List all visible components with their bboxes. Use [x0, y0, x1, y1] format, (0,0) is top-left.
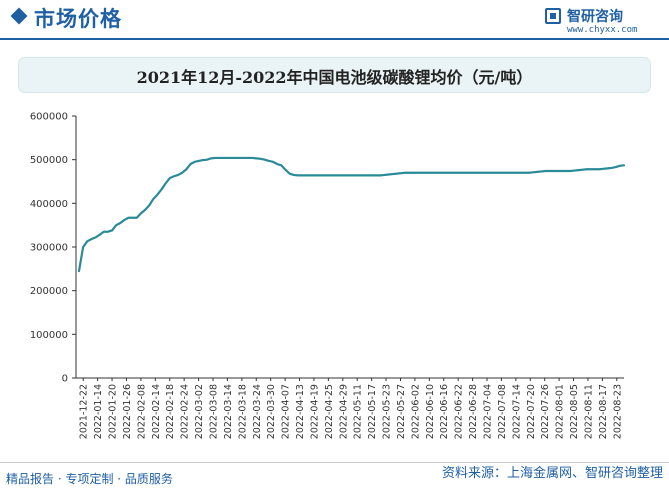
y-tick-label: 500000 [30, 155, 68, 166]
footer-divider [0, 462, 669, 463]
x-tick-label: 2022-05-17 [367, 384, 378, 439]
series-line [77, 156, 626, 273]
x-tick-label: 2022-06-10 [425, 384, 436, 439]
x-tick-label: 2022-05-27 [396, 384, 407, 439]
x-tick-label: 2022-06-16 [439, 384, 450, 439]
x-tick-label: 2022-07-14 [511, 384, 522, 439]
footer-tagline: 精品报告 · 专项定制 · 品质服务 [6, 472, 173, 486]
y-tick-label: 0 [62, 374, 68, 385]
y-tick-label: 100000 [30, 330, 68, 341]
x-tick-label: 2022-07-08 [497, 384, 508, 439]
x-tick-label: 2022-04-19 [309, 384, 320, 439]
x-axis: 2021-12-22 2022-01-14 2022-01-20 2022-01-26… [76, 377, 624, 439]
x-tick-label: 2022-08-05 [569, 384, 580, 439]
x-tick-label: 2022-08-17 [598, 384, 609, 439]
brand-url: www.chyxx.com [567, 25, 638, 35]
y-axis: 0 100000 200000 300000 400000 500000 600000 [30, 112, 77, 385]
y-tick-label: 300000 [30, 243, 68, 254]
x-tick-label: 2022-05-23 [382, 384, 393, 439]
x-tick-label: 2022-01-14 [93, 384, 104, 439]
x-tick-label: 2022-08-11 [583, 384, 594, 439]
logo-icon [545, 8, 561, 24]
x-tick-label: 2021-12-22 [79, 384, 90, 439]
x-tick-label: 2022-02-24 [180, 384, 191, 439]
x-tick-label: 2022-06-28 [468, 384, 479, 439]
series-layer [77, 156, 626, 273]
x-tick-label: 2022-07-20 [526, 384, 537, 439]
chart-title: 2021年12月-2022年中国电池级碳酸锂均价（元/吨） [136, 68, 533, 87]
line-chart: 0 100000 200000 300000 400000 500000 600000 20… [30, 112, 626, 439]
x-tick-label: 2022-07-26 [540, 384, 551, 439]
x-tick-label: 2022-08-01 [555, 384, 566, 439]
diamond-icon [10, 7, 28, 25]
x-tick-label: 2022-01-26 [122, 384, 133, 439]
brand-logo: 智研咨询 www.chyxx.com [545, 6, 655, 38]
y-tick-label: 600000 [30, 112, 68, 123]
x-tick-label: 2022-03-08 [209, 384, 220, 439]
x-tick-label: 2022-04-13 [295, 384, 306, 439]
x-tick-label: 2022-05-11 [353, 384, 364, 439]
section-title: 市场价格 [34, 7, 122, 31]
y-tick-label: 400000 [30, 199, 68, 210]
y-tick-label: 200000 [30, 286, 68, 297]
x-tick-label: 2022-03-14 [223, 384, 234, 439]
x-tick-label: 2022-03-30 [266, 384, 277, 439]
x-tick-label: 2022-03-24 [252, 384, 263, 439]
x-tick-label: 2022-06-02 [410, 384, 421, 439]
x-tick-label: 2022-02-14 [151, 384, 162, 439]
chart-title-bar: 2021年12月-2022年中国电池级碳酸锂均价（元/吨） [18, 57, 651, 93]
x-tick-label: 2022-02-18 [165, 384, 176, 439]
x-tick-label: 2022-07-04 [483, 384, 494, 439]
x-tick-label: 2022-04-07 [281, 384, 292, 439]
x-tick-label: 2022-03-18 [237, 384, 248, 439]
x-tick-label: 2022-02-08 [136, 384, 147, 439]
header-divider [0, 38, 669, 40]
header: 市场价格 [0, 0, 669, 40]
x-tick-label: 2022-03-02 [194, 384, 205, 439]
x-tick-label: 2022-04-29 [338, 384, 349, 439]
x-tick-label: 2022-06-22 [454, 384, 465, 439]
brand-name: 智研咨询 [567, 9, 623, 25]
x-tick-label: 2022-08-23 [612, 384, 623, 439]
source-note: 资料来源：上海金属网、智研咨询整理 [441, 466, 663, 481]
x-tick-label: 2022-01-20 [108, 384, 119, 439]
x-tick-label: 2022-04-25 [324, 384, 335, 439]
